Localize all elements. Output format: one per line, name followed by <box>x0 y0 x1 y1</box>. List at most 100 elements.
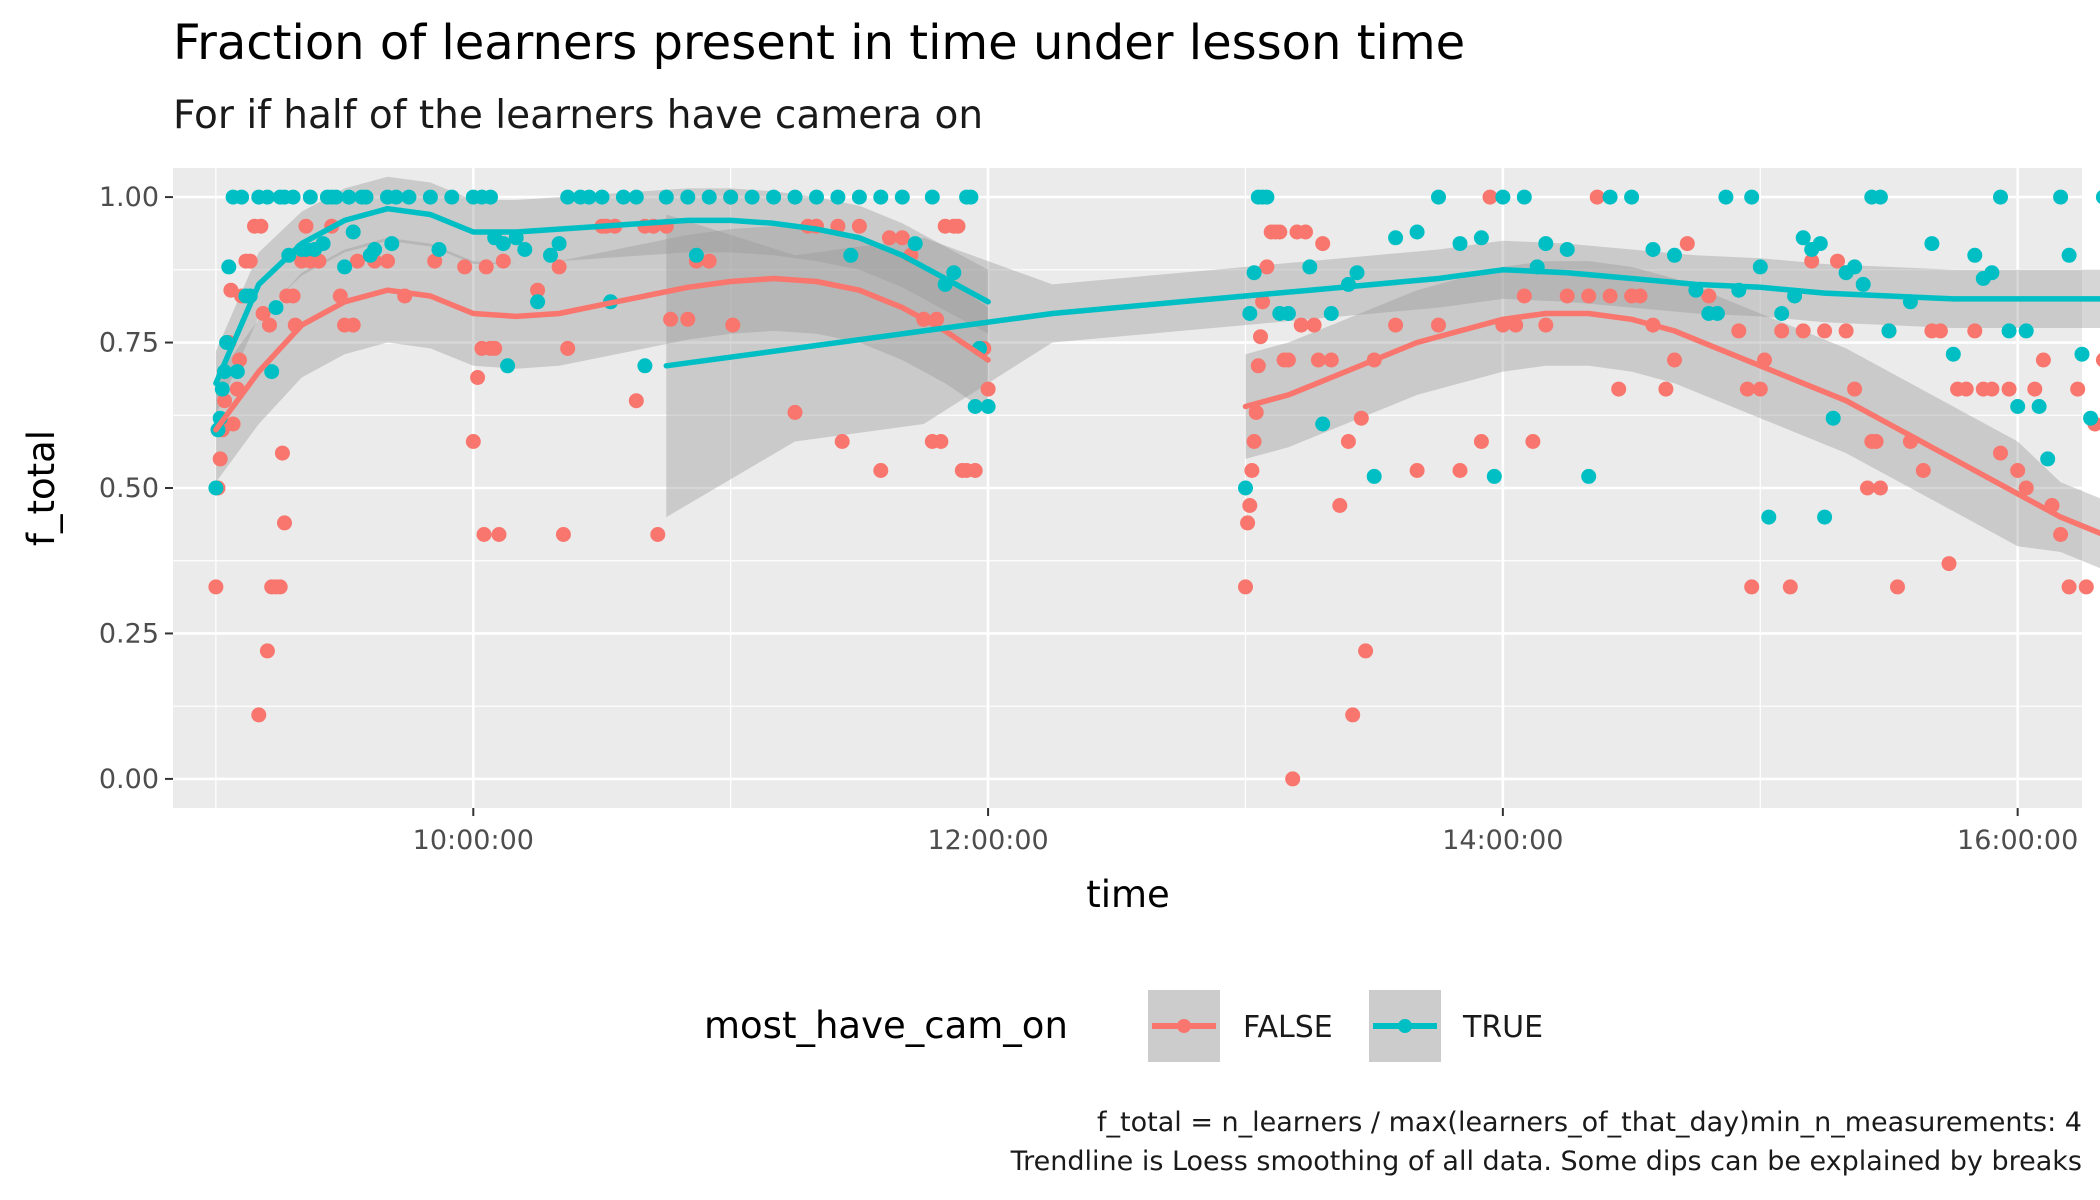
y-tick-label: 0.25 <box>99 618 159 649</box>
data-point-false <box>1250 358 1266 374</box>
data-point-false <box>277 515 292 531</box>
data-point-true <box>1795 230 1811 246</box>
data-point-true <box>1945 346 1961 362</box>
data-point-false <box>1804 253 1820 269</box>
data-point-false <box>1967 323 1983 339</box>
data-point-true <box>431 242 447 257</box>
x-axis: 10:00:00 12:00:00 14:00:00 16:00:00 <box>413 808 2078 856</box>
legend-item-true: TRUE <box>1369 990 1543 1062</box>
legend: most_have_cam_on FALSE TRUE <box>704 990 1543 1062</box>
data-point-true <box>723 189 739 205</box>
data-point-false <box>1358 643 1374 659</box>
data-point-false <box>1658 381 1674 397</box>
chart-subtitle: For if half of the learners have camera … <box>173 93 983 138</box>
data-point-false <box>1795 323 1811 339</box>
data-point-false <box>2018 480 2034 496</box>
data-point-true <box>208 480 224 496</box>
data-point-true <box>946 265 962 281</box>
data-point-false <box>851 218 867 234</box>
data-point-true <box>809 189 824 205</box>
data-point-false <box>873 463 889 478</box>
x-tick-label: 16:00:00 <box>1957 825 2078 856</box>
data-point-false <box>1242 498 1258 513</box>
data-point-false <box>1538 317 1554 333</box>
data-point-false <box>470 370 486 385</box>
data-point-false <box>1246 434 1262 449</box>
data-point-true <box>388 189 404 205</box>
data-point-false <box>1984 381 2000 397</box>
data-point-true <box>341 189 357 205</box>
data-point-false <box>1409 463 1425 478</box>
data-point-false <box>1782 579 1798 595</box>
x-tick-label: 12:00:00 <box>927 825 1048 856</box>
data-point-true <box>1302 259 1318 275</box>
data-point-false <box>1830 253 1845 269</box>
data-point-true <box>1366 468 1382 484</box>
data-point-true <box>1259 189 1275 205</box>
data-point-true <box>1431 189 1446 205</box>
data-point-false <box>1817 323 1833 339</box>
data-point-false <box>1473 434 1489 449</box>
data-point-false <box>1388 317 1404 333</box>
data-point-false <box>1345 707 1361 723</box>
data-point-true <box>1817 509 1833 525</box>
data-point-false <box>1860 480 1875 496</box>
data-point-false <box>298 218 314 234</box>
data-point-true <box>744 189 760 205</box>
data-point-true <box>259 189 275 205</box>
data-point-false <box>967 463 983 478</box>
data-point-false <box>834 434 850 449</box>
data-point-false <box>1731 323 1747 339</box>
data-point-true <box>980 399 996 414</box>
data-point-true <box>221 259 237 275</box>
data-point-false <box>2095 353 2100 367</box>
data-point-true <box>328 189 344 205</box>
data-point-true <box>1645 242 1661 257</box>
data-point-false <box>1340 434 1356 449</box>
data-point-true <box>1924 236 1940 252</box>
data-point-false <box>380 253 395 269</box>
trend-line-false <box>1242 310 2100 537</box>
data-point-true <box>285 189 301 205</box>
data-point-true <box>1881 323 1897 339</box>
data-point-false <box>1752 381 1768 397</box>
data-point-false <box>1240 515 1256 531</box>
trend-line-true <box>663 267 2100 369</box>
data-point-true <box>401 189 417 205</box>
data-point-false <box>1508 317 1524 333</box>
data-point-false <box>217 393 232 409</box>
data-point-false <box>1838 323 1854 339</box>
data-point-false <box>663 311 679 327</box>
data-point-false <box>1941 556 1957 572</box>
data-point-false <box>2027 381 2043 397</box>
data-point-false <box>725 317 741 333</box>
data-point-true <box>214 381 230 397</box>
data-point-true <box>229 364 245 380</box>
data-point-false <box>495 253 511 269</box>
chart-title: Fraction of learners present in time und… <box>173 15 1465 71</box>
data-point-true <box>843 247 859 263</box>
data-point-false <box>1868 434 1884 449</box>
data-point-true <box>551 236 567 252</box>
data-point-true <box>766 189 782 205</box>
data-point-true <box>268 300 284 316</box>
data-point-false <box>787 404 803 420</box>
data-point-true <box>2018 323 2034 339</box>
data-point-false <box>650 527 666 542</box>
data-point-true <box>701 189 717 205</box>
data-point-false <box>1739 381 1755 397</box>
data-point-true <box>2040 451 2056 467</box>
data-point-true <box>2083 410 2099 426</box>
data-point-true <box>1581 468 1597 484</box>
data-point-true <box>2001 323 2017 339</box>
data-point-true <box>1667 247 1682 263</box>
data-point-false <box>465 434 481 449</box>
data-point-false <box>530 282 546 298</box>
data-point-false <box>208 579 224 595</box>
data-point-true <box>1812 236 1828 252</box>
data-point-false <box>491 527 507 542</box>
data-point-false <box>1932 323 1948 339</box>
data-point-false <box>1847 381 1863 397</box>
trend-line-true <box>213 205 991 387</box>
